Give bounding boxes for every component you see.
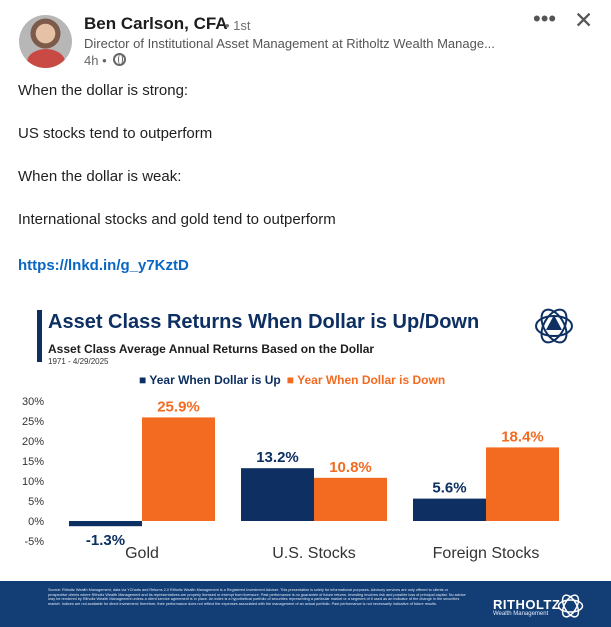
footer-disclaimer: Source: Ritholtz Wealth Management, data… [48,588,466,606]
x-category-label: U.S. Stocks [272,545,356,562]
bar-u-s-stocks-dollar-down [314,477,387,521]
data-label: -1.3% [86,532,125,549]
post-line-strong: When the dollar is strong: [18,82,189,99]
shared-link[interactable]: https://lnkd.in/g_y7KztD [18,257,189,274]
post-time: 4h • [84,53,107,68]
legend-down-label: Year When Dollar is Down [297,373,446,387]
footer-subbrand: Wealth Management [493,611,549,617]
legend-up: ■ Year When Dollar is Up [139,373,281,387]
title-accent-bar [37,310,42,362]
author-name[interactable]: Ben Carlson, CFA [84,14,228,33]
y-tick-label: -5% [24,536,44,548]
connection-degree: • 1st [225,18,251,33]
chart-footer: Source: Ritholtz Wealth Management, data… [0,581,611,627]
data-label: 13.2% [256,449,299,466]
chart-date-range: 1971 - 4/29/2025 [48,357,109,366]
bar-gold-dollar-up [69,521,142,527]
bar-gold-dollar-down [142,417,215,521]
footer-logo-icon [557,594,584,618]
post-line-international: International stocks and gold tend to ou… [18,211,336,228]
data-label: 10.8% [329,459,372,476]
footer-brand: RITHOLTZ [493,597,561,612]
bar-foreign-stocks-dollar-up [413,498,486,521]
bar-foreign-stocks-dollar-down [486,447,559,521]
data-label: 18.4% [501,428,544,445]
post-header: Ben Carlson, CFA • 1st Director of Insti… [0,0,611,75]
author-headline: Director of Institutional Asset Manageme… [84,36,495,51]
chart-title: Asset Class Returns When Dollar is Up/Do… [48,311,480,333]
close-icon[interactable]: ✕ [574,7,594,33]
y-tick-label: 0% [28,516,44,528]
avatar-shirt [27,49,65,68]
chart-image[interactable]: Asset Class Returns When Dollar is Up/Do… [0,293,611,627]
legend-down: ■ Year When Dollar is Down [286,373,446,387]
data-label: 5.6% [432,480,466,497]
y-tick-label: 15% [22,456,44,468]
y-tick-label: 5% [28,496,44,508]
data-label: 25.9% [157,398,200,415]
y-tick-label: 10% [22,476,44,488]
more-icon[interactable]: ••• [533,6,557,31]
globe-icon [113,53,126,66]
bar-u-s-stocks-dollar-up [241,468,314,521]
chart-legend: ■ Year When Dollar is Up ■ Year When Dol… [139,373,445,387]
post-line-us: US stocks tend to outperform [18,125,213,142]
y-tick-label: 30% [22,396,44,408]
x-category-label: Gold [125,545,159,562]
returns-bar-chart: 30% 25% 20% 15% 10% 5% 0% -5% -1.3% 25.9% Gold 13.2… [22,396,559,562]
x-category-label: Foreign Stocks [433,545,540,562]
chart-subtitle: Asset Class Average Annual Returns Based… [48,342,375,356]
legend-up-label: Year When Dollar is Up [149,373,281,387]
ritholtz-logo-icon [535,308,573,344]
y-tick-label: 20% [22,436,44,448]
avatar[interactable] [19,15,72,68]
y-tick-label: 25% [22,416,44,428]
post-body: When the dollar is strong: US stocks ten… [18,80,336,252]
post-line-weak: When the dollar is weak: [18,168,182,185]
